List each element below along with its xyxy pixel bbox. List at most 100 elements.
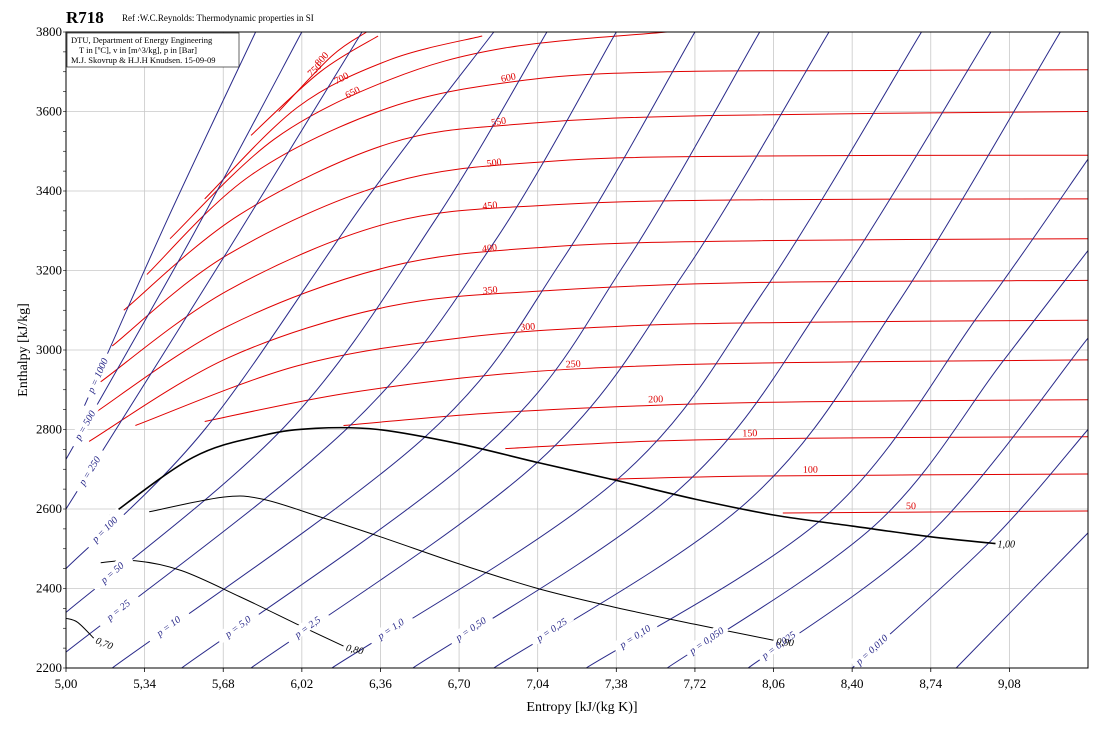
isotherm-label: 250 <box>565 359 581 371</box>
x-tick-label: 6,02 <box>290 676 313 691</box>
isobar-label-bg <box>83 507 125 550</box>
isotherm-label: 700 <box>332 70 350 87</box>
isobar-label-bg <box>367 609 414 646</box>
isobar-label-bg <box>284 607 330 645</box>
plot-frame <box>65 31 1089 669</box>
isotherm-line <box>609 473 1089 480</box>
isobar-line <box>65 31 617 653</box>
isobar-line <box>585 158 1089 669</box>
isobar-line <box>955 532 1089 669</box>
isobar-label-bg <box>89 552 134 592</box>
isotherm-label: 600 <box>500 71 517 85</box>
isotherm-line <box>782 510 1089 514</box>
isobar-label-bg <box>145 606 191 644</box>
x-tick-label: 7,72 <box>684 676 707 691</box>
x-tick-label: 7,04 <box>526 676 549 691</box>
quality-label: 0,70 <box>94 636 114 653</box>
isobar-line <box>65 31 495 569</box>
isotherm-label: 400 <box>481 242 497 255</box>
x-axis-label: Entropy [kJ/(kg K)] <box>526 700 637 715</box>
isobar-label: p = 1,0 <box>375 617 406 643</box>
isotherm-line <box>343 399 1089 426</box>
isotherm-label: 300 <box>520 321 536 333</box>
isobar-line <box>111 31 696 669</box>
y-axis-label: Enthalpy [kJ/kg] <box>16 303 31 397</box>
y-tick-label: 3000 <box>36 342 62 357</box>
chart-subtitle: Ref :W.C.Reynolds: Thermodynamic propert… <box>122 13 314 23</box>
x-tick-label: 8,06 <box>762 676 785 691</box>
isobar-line <box>747 337 1089 669</box>
quality-line <box>149 495 774 641</box>
isotherm-line <box>135 319 1089 426</box>
isobar-line <box>181 31 761 669</box>
isobar-line <box>250 31 830 669</box>
x-tick-label: 5,34 <box>133 676 156 691</box>
y-tick-label: 3800 <box>36 24 62 39</box>
y-tick-label: 2200 <box>36 660 62 675</box>
y-tick-label: 3600 <box>36 104 62 119</box>
quality-line <box>65 617 95 639</box>
isobar-label-bg <box>214 607 260 645</box>
isobar-label-bg <box>682 621 729 658</box>
isotherm-line <box>93 238 1089 415</box>
x-tick-label: 7,38 <box>605 676 628 691</box>
isotherm-line <box>204 35 483 200</box>
info-box: DTU, Department of Energy Engineering T … <box>66 32 240 68</box>
isotherm-label: 100 <box>803 465 818 476</box>
isobar-line <box>493 31 1061 669</box>
grid <box>63 31 1088 672</box>
quality-label: 0,80 <box>345 643 364 658</box>
y-tick-labels: 2200 2400 2600 2800 3000 3200 3400 3600 3800 <box>36 24 62 675</box>
isotherm-label: 150 <box>742 428 757 439</box>
isobar-label-bg <box>527 610 575 647</box>
x-tick-label: 8,74 <box>919 676 942 691</box>
isotherm-line <box>123 111 1089 311</box>
chart-title: R718 <box>66 8 104 27</box>
isobar-label-bg <box>71 446 106 494</box>
info-line-1: DTU, Department of Energy Engineering <box>71 35 213 45</box>
isotherms <box>88 31 1089 514</box>
x-tick-label: 9,08 <box>998 676 1021 691</box>
isotherm-label: 50 <box>906 501 916 512</box>
isotherm-line <box>505 436 1089 450</box>
x-tick-label: 8,40 <box>841 676 864 691</box>
isotherm-label: 350 <box>482 285 498 297</box>
isotherm-line <box>169 31 668 240</box>
isobar-line <box>65 31 363 510</box>
isotherm-line <box>250 35 379 136</box>
isobar-label: p = 250 <box>77 455 104 489</box>
isobar-line <box>412 31 992 669</box>
isotherm-line <box>146 69 1089 275</box>
isotherm-line <box>278 31 367 112</box>
isobar-label: p = 100 <box>89 515 120 546</box>
y-tick-label: 2400 <box>36 581 62 596</box>
isotherm-line <box>111 154 1089 347</box>
saturation-label: 1,00 <box>998 540 1016 551</box>
isobar-label-bg <box>67 400 101 449</box>
info-line-3: M.J. Skovrup & H.J.H Knudsen. 15-09-09 <box>71 55 216 65</box>
saturation-curve <box>109 426 996 545</box>
x-tick-labels: 5,00 5,34 5,68 6,02 6,36 6,70 7,04 7,38 7,72 8,06… <box>55 676 1021 691</box>
isobar-label-bg <box>849 628 893 670</box>
isotherm-line <box>204 359 1089 422</box>
isobar-label: p = 0,010 <box>853 633 890 668</box>
isobar-label-bg <box>611 617 658 653</box>
info-line-2: T in [ºC], v in [m^3/kg], p in [Bar] <box>79 45 197 55</box>
x-tick-label: 5,68 <box>212 676 235 691</box>
y-tick-label: 3200 <box>36 263 62 278</box>
isobar-label: p = 1000 <box>85 357 110 396</box>
isobar-label-bg <box>95 589 140 629</box>
x-tick-label: 6,36 <box>369 676 392 691</box>
isotherm-label: 200 <box>648 394 663 405</box>
isobar-line <box>65 31 548 613</box>
isotherm-line <box>100 198 1089 383</box>
isobar-line <box>65 31 303 460</box>
isobar-line <box>331 31 922 669</box>
isobar-line <box>666 250 1089 669</box>
y-tick-label: 2600 <box>36 501 62 516</box>
x-tick-label: 5,00 <box>55 676 78 691</box>
isobar-label: p = 5,0 <box>223 614 254 641</box>
isobar-label: p = 2,5 <box>292 615 323 642</box>
